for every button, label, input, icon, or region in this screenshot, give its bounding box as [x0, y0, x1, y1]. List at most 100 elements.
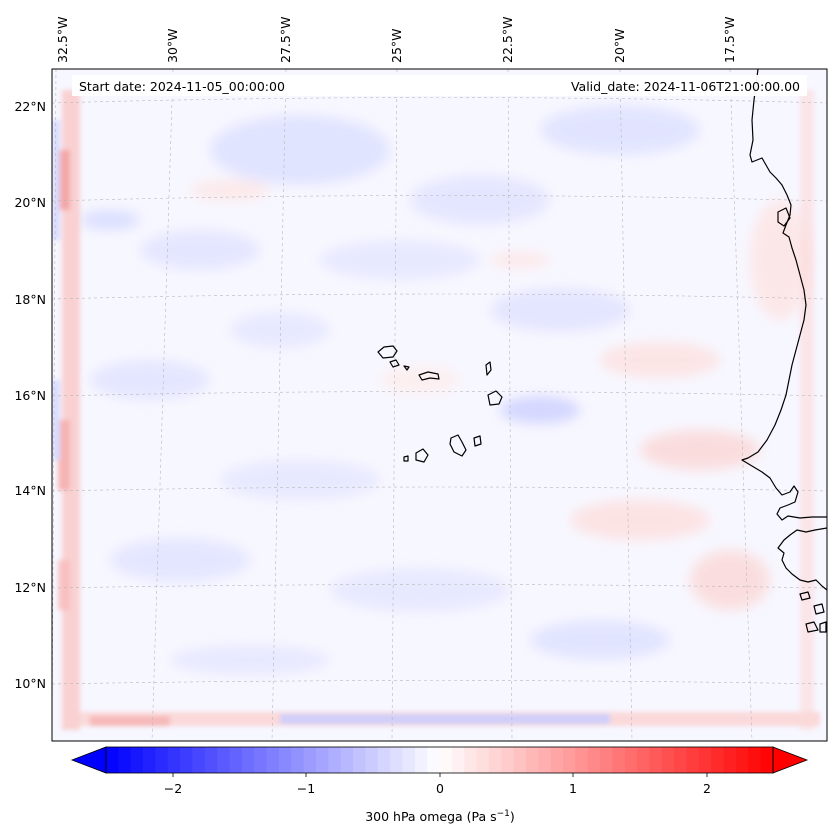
- colorbar-cell: [130, 747, 144, 773]
- lon-label-27-5w: 27.5°W: [278, 17, 293, 63]
- island-santiago: [449, 434, 467, 457]
- lat-label-12n: 12°N: [14, 580, 46, 595]
- colorbar-cell: [118, 747, 132, 773]
- colorbar-cell: [365, 747, 379, 773]
- island-sao-vicente: [389, 359, 400, 368]
- colorbar-cell: [328, 747, 342, 773]
- omega-edge-artifacts: [52, 90, 820, 730]
- colorbar-cell: [278, 747, 292, 773]
- colorbar-cell: [501, 747, 515, 773]
- colorbar-cell: [711, 747, 724, 773]
- colorbar-cell: [241, 747, 255, 773]
- colorbar-cell: [661, 747, 675, 773]
- colorbar-cell: [143, 747, 156, 773]
- colorbar-cell: [637, 747, 650, 773]
- omega-field-shading: [80, 105, 810, 675]
- colorbar-cell: [229, 747, 243, 773]
- guinea-coast: [777, 527, 827, 591]
- colorbar: −2 −1 0 1 2 300 hPa omega (Pa s−1): [70, 746, 809, 824]
- meridian-22.5W: [507, 68, 513, 742]
- colorbar-cell: [563, 747, 576, 773]
- colorbar-tick-neg1: −1: [297, 781, 315, 796]
- colorbar-cell: [291, 747, 305, 773]
- colorbar-cell: [155, 747, 169, 773]
- colorbar-cell: [748, 747, 762, 773]
- colorbar-title-main: 300 hPa omega (Pa s: [365, 809, 496, 824]
- colorbar-tick-neg2: −2: [164, 781, 182, 796]
- lat-label-16n: 16°N: [14, 388, 46, 403]
- colorbar-frame: [105, 746, 774, 774]
- colorbar-cell: [600, 747, 613, 773]
- canary-coast-islet: [777, 207, 791, 227]
- colorbar-cell: [488, 747, 502, 773]
- island-sao-nicolau: [418, 371, 440, 381]
- colorbar-cell: [476, 747, 490, 773]
- colorbar-cell: [167, 747, 181, 773]
- lon-label-17-5w: 17.5°W: [722, 17, 737, 63]
- colorbar-cell: [674, 747, 687, 773]
- parallel-12N: [51, 584, 828, 589]
- colorbar-tick-2: 2: [703, 781, 711, 796]
- meridian-17.5W: [729, 68, 753, 742]
- lat-label-22n: 22°N: [14, 99, 46, 114]
- bijagos-islands: [799, 591, 827, 633]
- meridian-27.5W: [271, 68, 287, 742]
- lon-label-32-5w: 32.5°W: [55, 17, 70, 63]
- lon-label-20w: 20°W: [612, 28, 627, 63]
- parallel-22N: [51, 97, 828, 104]
- island-fogo: [415, 448, 429, 463]
- colorbar-cell: [624, 747, 638, 773]
- colorbar-cell: [353, 747, 366, 773]
- colorbar-extend-high: [772, 746, 809, 774]
- colorbar-cell: [575, 747, 589, 773]
- meridian-25W: [391, 68, 398, 742]
- colorbar-cells: [106, 747, 774, 773]
- island-brava: [403, 455, 409, 462]
- colorbar-cell: [735, 747, 749, 773]
- parallel-10N: [51, 680, 828, 685]
- lon-label-25w: 25°W: [389, 28, 404, 63]
- colorbar-cell: [723, 747, 737, 773]
- latitude-labels: 22°N 20°N 18°N 16°N 14°N 12°N 10°N: [14, 99, 46, 691]
- map-panel: Start date: 2024-11-05_00:00:00 Valid_da…: [51, 68, 828, 742]
- colorbar-cell: [587, 747, 601, 773]
- island-maio: [473, 435, 482, 447]
- colorbar-ticks: [172, 773, 708, 777]
- colorbar-tick-1: 1: [569, 781, 577, 796]
- longitude-labels: 32.5°W 30°W 27.5°W 25°W 22.5°W 20°W 17.5…: [55, 17, 737, 63]
- omega-field: [52, 90, 820, 730]
- lat-label-18n: 18°N: [14, 292, 46, 307]
- meridian-30W: [151, 68, 174, 742]
- meridian-32.5W: [51, 68, 57, 742]
- colorbar-cell: [377, 747, 391, 773]
- valid-date-label: Valid_date: 2024-11-06T21:00:00.00: [571, 79, 800, 94]
- lat-label-20n: 20°N: [14, 195, 46, 210]
- colorbar-title: 300 hPa omega (Pa s−1): [365, 809, 515, 824]
- island-boa-vista: [487, 390, 503, 406]
- colorbar-cell: [686, 747, 700, 773]
- colorbar-cell: [204, 747, 218, 773]
- parallel-20N: [51, 195, 828, 202]
- island-santa-luzia: [403, 365, 410, 371]
- island-santo-antao: [377, 345, 398, 359]
- map-background: [52, 69, 827, 741]
- colorbar-cell: [402, 747, 416, 773]
- colorbar-cell: [254, 747, 267, 773]
- parallel-18N: [51, 293, 828, 300]
- colorbar-cell: [303, 747, 317, 773]
- coastlines: [377, 69, 827, 633]
- colorbar-cell: [649, 747, 663, 773]
- parallel-16N: [51, 391, 828, 397]
- island-sal: [485, 361, 492, 376]
- colorbar-extend-low: [70, 746, 107, 774]
- colorbar-cell: [760, 747, 774, 773]
- start-date-label: Start date: 2024-11-05_00:00:00: [79, 79, 285, 94]
- meridian-20W: [619, 68, 633, 742]
- colorbar-cell: [340, 747, 354, 773]
- lat-label-14n: 14°N: [14, 483, 46, 498]
- colorbar-cell: [390, 747, 403, 773]
- colorbar-cell: [464, 747, 477, 773]
- colorbar-cell: [427, 747, 440, 773]
- colorbar-cell: [180, 747, 193, 773]
